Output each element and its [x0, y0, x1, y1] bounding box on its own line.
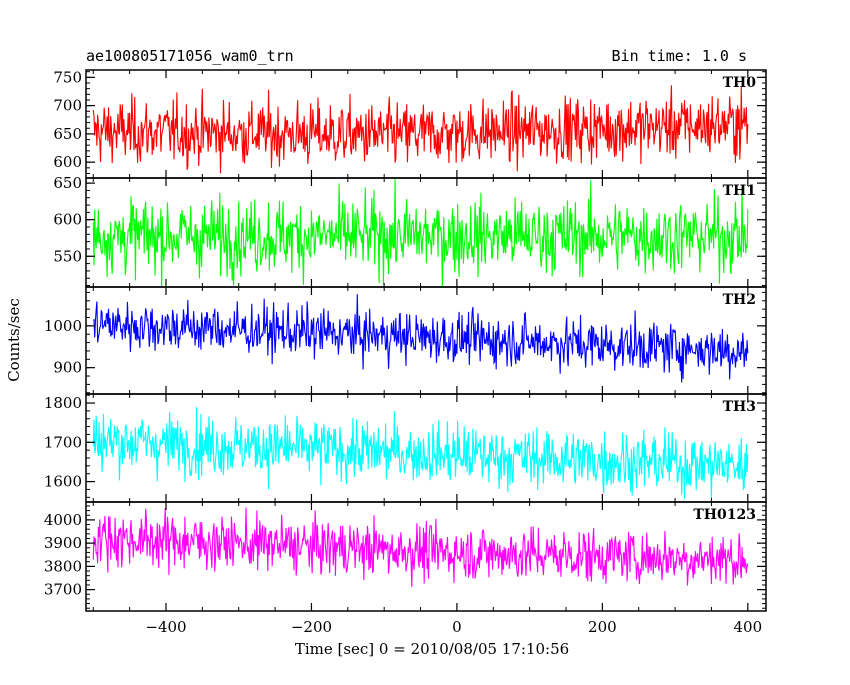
panel-label-th3: TH3	[723, 399, 756, 415]
x-tick-label: 0	[452, 618, 462, 636]
panel-label-th1: TH1	[723, 183, 756, 199]
series-line-th2	[92, 294, 749, 383]
y-tick-label: 650	[53, 125, 82, 143]
x-tick-label: 400	[733, 618, 762, 636]
panel-th0: 600 650 700 750 TH0	[53, 68, 767, 179]
y-tick-label: 3900	[44, 534, 82, 552]
panel-th2: 900 1000 TH2	[44, 286, 767, 395]
y-tick-label: 1700	[44, 433, 82, 451]
panel-label-th0: TH0	[723, 75, 757, 91]
panel-th1: 550 600 650 TH1	[53, 174, 767, 288]
y-tick-label: 600	[53, 153, 82, 171]
x-axis-label: Time [sec] 0 = 2010/08/05 17:10:56	[295, 640, 569, 658]
panel-th0123: 3700 3800 3900 4000 TH0123	[44, 501, 767, 612]
series-line-th3	[92, 406, 749, 499]
y-tick-label: 700	[53, 97, 82, 115]
y-tick-label: 550	[53, 247, 82, 265]
y-tick-label: 4000	[44, 511, 82, 529]
y-axis-label: Counts/sec	[5, 298, 23, 382]
panel-label-th2: TH2	[723, 292, 756, 308]
y-tick-label: 3800	[44, 557, 82, 575]
y-tick-label: 900	[53, 359, 82, 377]
observation-id-label: ae100805171056_wam0_trn	[86, 47, 294, 65]
y-tick-label: 650	[53, 174, 82, 192]
panel-label-th0123: TH0123	[693, 507, 756, 523]
y-tick-label: 1600	[44, 473, 82, 491]
x-tick-label: −200	[291, 618, 332, 636]
y-tick-label: 3700	[44, 581, 82, 599]
panel-frame	[85, 501, 767, 612]
bin-time-label: Bin time: 1.0 s	[612, 47, 747, 65]
panel-th3: 1600 1700 1800 TH3	[44, 393, 767, 503]
series-line-th1	[92, 178, 749, 287]
y-tick-label: 750	[53, 68, 82, 86]
x-axis: −400 −200 0 200 400	[145, 618, 762, 636]
panels-group: 600 650 700 750 TH0 550 600 650 TH1 900 1000 TH2 160…	[44, 68, 767, 612]
figure-header: ae100805171056_wam0_trn Bin time: 1.0 s	[86, 47, 747, 65]
x-tick-label: 200	[588, 618, 617, 636]
x-tick-label: −400	[145, 618, 186, 636]
y-tick-label: 1800	[44, 394, 82, 412]
y-tick-label: 600	[53, 211, 82, 229]
series-line-th0123	[92, 507, 749, 587]
y-tick-label: 1000	[44, 317, 82, 335]
series-line-th0	[92, 85, 749, 174]
